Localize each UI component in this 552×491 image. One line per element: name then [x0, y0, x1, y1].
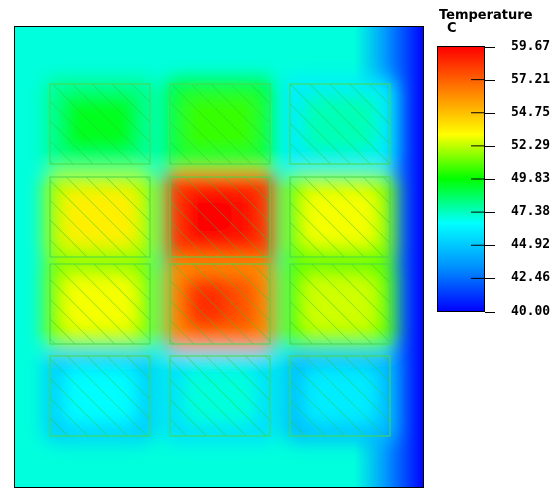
color-scale-bar: [437, 46, 485, 312]
scale-tick-label: 49.83: [511, 171, 551, 186]
plot-frame: [14, 26, 424, 488]
scale-tick-line: [485, 212, 495, 214]
component-cell-r1-c1: [49, 83, 151, 165]
scale-tick-label: 40.00: [511, 303, 551, 319]
component-cell-r3-c2: [169, 263, 271, 345]
heatmap-plot-area: [14, 26, 424, 488]
scale-tick-label: 47.38: [511, 204, 551, 220]
scale-tick-line: [485, 311, 495, 313]
scale-tick-label: 42.46: [511, 270, 551, 286]
scale-tick-line: [485, 179, 495, 180]
scale-tick-label: 59.67: [511, 38, 551, 54]
component-cell-r2-c2: [169, 176, 271, 258]
legend-title: Temperature: [439, 8, 533, 23]
legend-unit: C: [447, 21, 457, 36]
scale-tick-line: [485, 145, 495, 147]
scale-tick-line: [485, 112, 495, 114]
component-cell-r2-c3: [289, 176, 391, 258]
component-cell-r4-c2: [169, 355, 271, 437]
scale-tick-label: 54.75: [511, 104, 551, 120]
scale-tick-line: [485, 46, 495, 48]
component-cell-r3-c3: [289, 263, 391, 345]
component-cell-r4-c1: [49, 355, 151, 437]
component-cell-r1-c2: [169, 83, 271, 165]
scale-tick-line: [485, 278, 495, 280]
component-cell-r4-c3: [289, 355, 391, 437]
scale-tick-label: 52.29: [511, 137, 551, 153]
scale-tick-label: 57.21: [511, 71, 551, 87]
component-cell-r3-c1: [49, 263, 151, 345]
component-cell-r1-c3: [289, 83, 391, 165]
scale-tick-label: 44.92: [511, 237, 551, 253]
scale-tick-line: [485, 245, 495, 247]
scale-tick-line: [485, 79, 495, 81]
component-cell-r2-c1: [49, 176, 151, 258]
temperature-heatmap: [14, 26, 424, 488]
